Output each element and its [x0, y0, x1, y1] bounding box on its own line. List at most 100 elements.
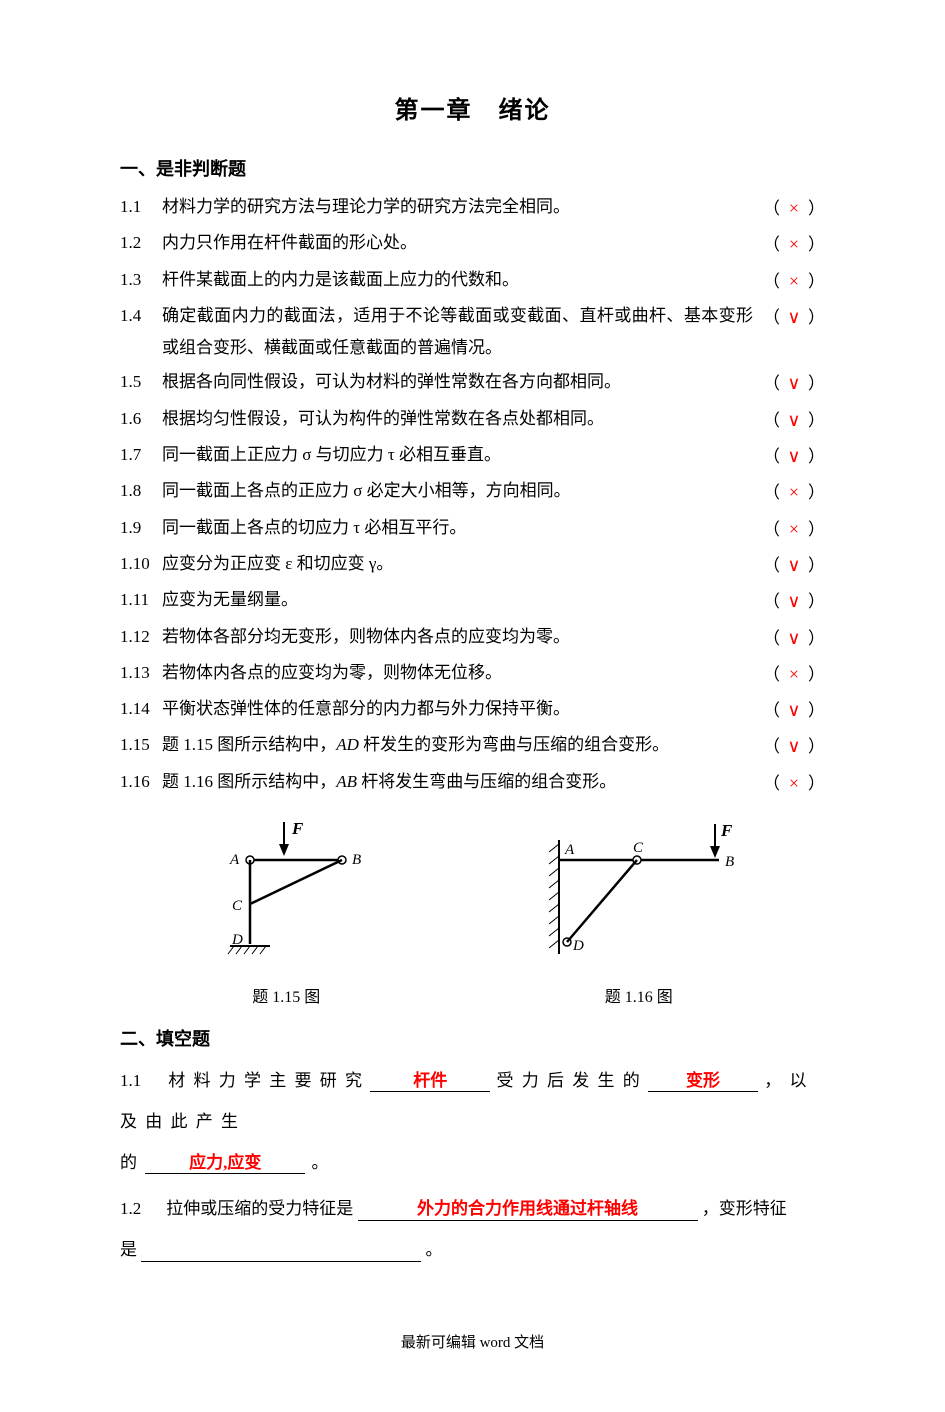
question-number: 1.4	[120, 300, 162, 332]
answer-cell: （∨）	[763, 366, 825, 400]
question-text: 同一截面上各点的切应力 τ 必相互平行。	[162, 512, 763, 544]
answer-cell: （×）	[763, 227, 825, 261]
fill-2-answer-1: 外力的合力作用线通过杆轴线	[417, 1199, 638, 1218]
question-row: 1.4确定截面内力的截面法，适用于不论等截面或变截面、直杆或曲杆、基本变形或组合…	[120, 300, 825, 365]
question-row: 1.7同一截面上正应力 σ 与切应力 τ 必相互垂直。（∨）	[120, 439, 825, 473]
question-number: 1.6	[120, 403, 162, 435]
question-number: 1.3	[120, 264, 162, 296]
label-D: D	[572, 938, 584, 954]
true-false-list: 1.1材料力学的研究方法与理论力学的研究方法完全相同。（×）1.2内力只作用在杆…	[120, 191, 825, 800]
answer-cell: （×）	[763, 191, 825, 225]
question-row: 1.13若物体内各点的应变均为零，则物体无位移。（×）	[120, 657, 825, 691]
answer-mark: ∨	[780, 403, 808, 437]
question-text: 材料力学的研究方法与理论力学的研究方法完全相同。	[162, 191, 763, 223]
figures-row: F A B C D	[120, 814, 825, 1007]
question-number: 1.2	[120, 227, 162, 259]
question-row: 1.5根据各向同性假设，可认为材料的弹性常数在各方向都相同。（∨）	[120, 366, 825, 400]
question-number: 1.14	[120, 693, 162, 725]
answer-mark: ∨	[780, 439, 808, 473]
fill-1-text-4: 的	[120, 1153, 139, 1172]
fill-1-answer-2: 变形	[686, 1071, 720, 1090]
question-row: 1.11应变为无量纲量。（∨）	[120, 584, 825, 618]
answer-cell: （∨）	[763, 300, 825, 334]
answer-mark: ×	[780, 512, 808, 546]
answer-mark: ×	[780, 191, 808, 225]
question-text: 平衡状态弹性体的任意部分的内力都与外力保持平衡。	[162, 693, 763, 725]
answer-mark: ×	[780, 475, 808, 509]
question-row: 1.2内力只作用在杆件截面的形心处。（×）	[120, 227, 825, 261]
question-row: 1.8同一截面上各点的正应力 σ 必定大小相等，方向相同。（×）	[120, 475, 825, 509]
answer-mark: ×	[780, 657, 808, 691]
answer-cell: （∨）	[763, 548, 825, 582]
page-footer: 最新可编辑 word 文档	[120, 1331, 825, 1352]
answer-mark: ∨	[780, 300, 808, 334]
question-text: 根据均匀性假设，可认为构件的弹性常数在各点处都相同。	[162, 403, 763, 435]
question-number: 1.7	[120, 439, 162, 471]
question-number: 1.9	[120, 512, 162, 544]
label-A: A	[564, 842, 575, 858]
label-C: C	[232, 898, 243, 914]
question-number: 1.16	[120, 766, 162, 798]
answer-cell: （×）	[763, 264, 825, 298]
answer-cell: （∨）	[763, 693, 825, 727]
question-text: 若物体各部分均无变形，则物体内各点的应变均为零。	[162, 621, 763, 653]
question-row: 1.15题 1.15 图所示结构中，AD 杆发生的变形为弯曲与压缩的组合变形。（…	[120, 729, 825, 763]
fill-1-answer-3: 应力,应变	[189, 1153, 261, 1172]
question-text: 根据各向同性假设，可认为材料的弹性常数在各方向都相同。	[162, 366, 763, 398]
fill-question-1: 1.1 材 料 力 学 主 要 研 究 杆件 受 力 后 发 生 的 变形 ， …	[120, 1061, 825, 1183]
answer-mark: ∨	[780, 548, 808, 582]
figure-1-15: F A B C D	[186, 814, 386, 1007]
label-A: A	[229, 852, 240, 868]
question-number: 1.10	[120, 548, 162, 580]
question-row: 1.12若物体各部分均无变形，则物体内各点的应变均为零。（∨）	[120, 621, 825, 655]
fill-2-text-4: 。	[426, 1240, 443, 1259]
question-row: 1.9同一截面上各点的切应力 τ 必相互平行。（×）	[120, 512, 825, 546]
figure-1-15-caption: 题 1.15 图	[186, 983, 386, 1007]
fill-1-num: 1.1	[120, 1061, 162, 1102]
question-text: 若物体内各点的应变均为零，则物体无位移。	[162, 657, 763, 689]
document-page: 第一章 绪论 一、是非判断题 1.1材料力学的研究方法与理论力学的研究方法完全相…	[0, 0, 945, 1412]
answer-mark: ×	[780, 227, 808, 261]
question-row: 1.10应变分为正应变 ε 和切应变 γ。（∨）	[120, 548, 825, 582]
section-1-title: 一、是非判断题	[120, 155, 825, 181]
answer-cell: （∨）	[763, 729, 825, 763]
fill-1-text-2: 受 力 后 发 生 的	[497, 1071, 642, 1090]
question-text: 同一截面上各点的正应力 σ 必定大小相等，方向相同。	[162, 475, 763, 507]
question-row: 1.1材料力学的研究方法与理论力学的研究方法完全相同。（×）	[120, 191, 825, 225]
answer-mark: ∨	[780, 366, 808, 400]
label-F: F	[720, 821, 733, 840]
answer-cell: （∨）	[763, 439, 825, 473]
fill-question-2: 1.2 拉伸或压缩的受力特征是 外力的合力作用线通过杆轴线 ，变形特征 是 。	[120, 1189, 825, 1271]
label-B: B	[725, 854, 734, 870]
question-number: 1.13	[120, 657, 162, 689]
answer-cell: （∨）	[763, 584, 825, 618]
question-number: 1.5	[120, 366, 162, 398]
question-number: 1.12	[120, 621, 162, 653]
answer-cell: （×）	[763, 475, 825, 509]
answer-cell: （×）	[763, 657, 825, 691]
label-B: B	[352, 852, 361, 868]
answer-mark: ∨	[780, 693, 808, 727]
section-2-title: 二、填空题	[120, 1025, 825, 1051]
question-row: 1.16题 1.16 图所示结构中，AB 杆将发生弯曲与压缩的组合变形。（×）	[120, 766, 825, 800]
answer-cell: （∨）	[763, 621, 825, 655]
question-text: 确定截面内力的截面法，适用于不论等截面或变截面、直杆或曲杆、基本变形或组合变形、…	[162, 300, 763, 365]
fill-2-text-1: 拉伸或压缩的受力特征是	[166, 1199, 353, 1218]
fill-2-text-2: ，变形特征	[702, 1199, 787, 1218]
answer-cell: （×）	[763, 512, 825, 546]
answer-mark: ×	[780, 264, 808, 298]
figure-1-16: A C B D F 题 1.16 图	[519, 814, 759, 1007]
fill-2-text-3: 是	[120, 1240, 137, 1259]
question-row: 1.6根据均匀性假设，可认为构件的弹性常数在各点处都相同。（∨）	[120, 403, 825, 437]
question-number: 1.8	[120, 475, 162, 507]
fill-1-answer-1: 杆件	[413, 1071, 447, 1090]
chapter-title: 第一章 绪论	[120, 90, 825, 125]
answer-cell: （×）	[763, 766, 825, 800]
label-F: F	[291, 819, 304, 838]
question-text: 杆件某截面上的内力是该截面上应力的代数和。	[162, 264, 763, 296]
question-text: 应变为无量纲量。	[162, 584, 763, 616]
question-row: 1.3杆件某截面上的内力是该截面上应力的代数和。（×）	[120, 264, 825, 298]
question-number: 1.1	[120, 191, 162, 223]
question-text: 题 1.16 图所示结构中，AB 杆将发生弯曲与压缩的组合变形。	[162, 766, 763, 798]
answer-mark: ×	[780, 766, 808, 800]
